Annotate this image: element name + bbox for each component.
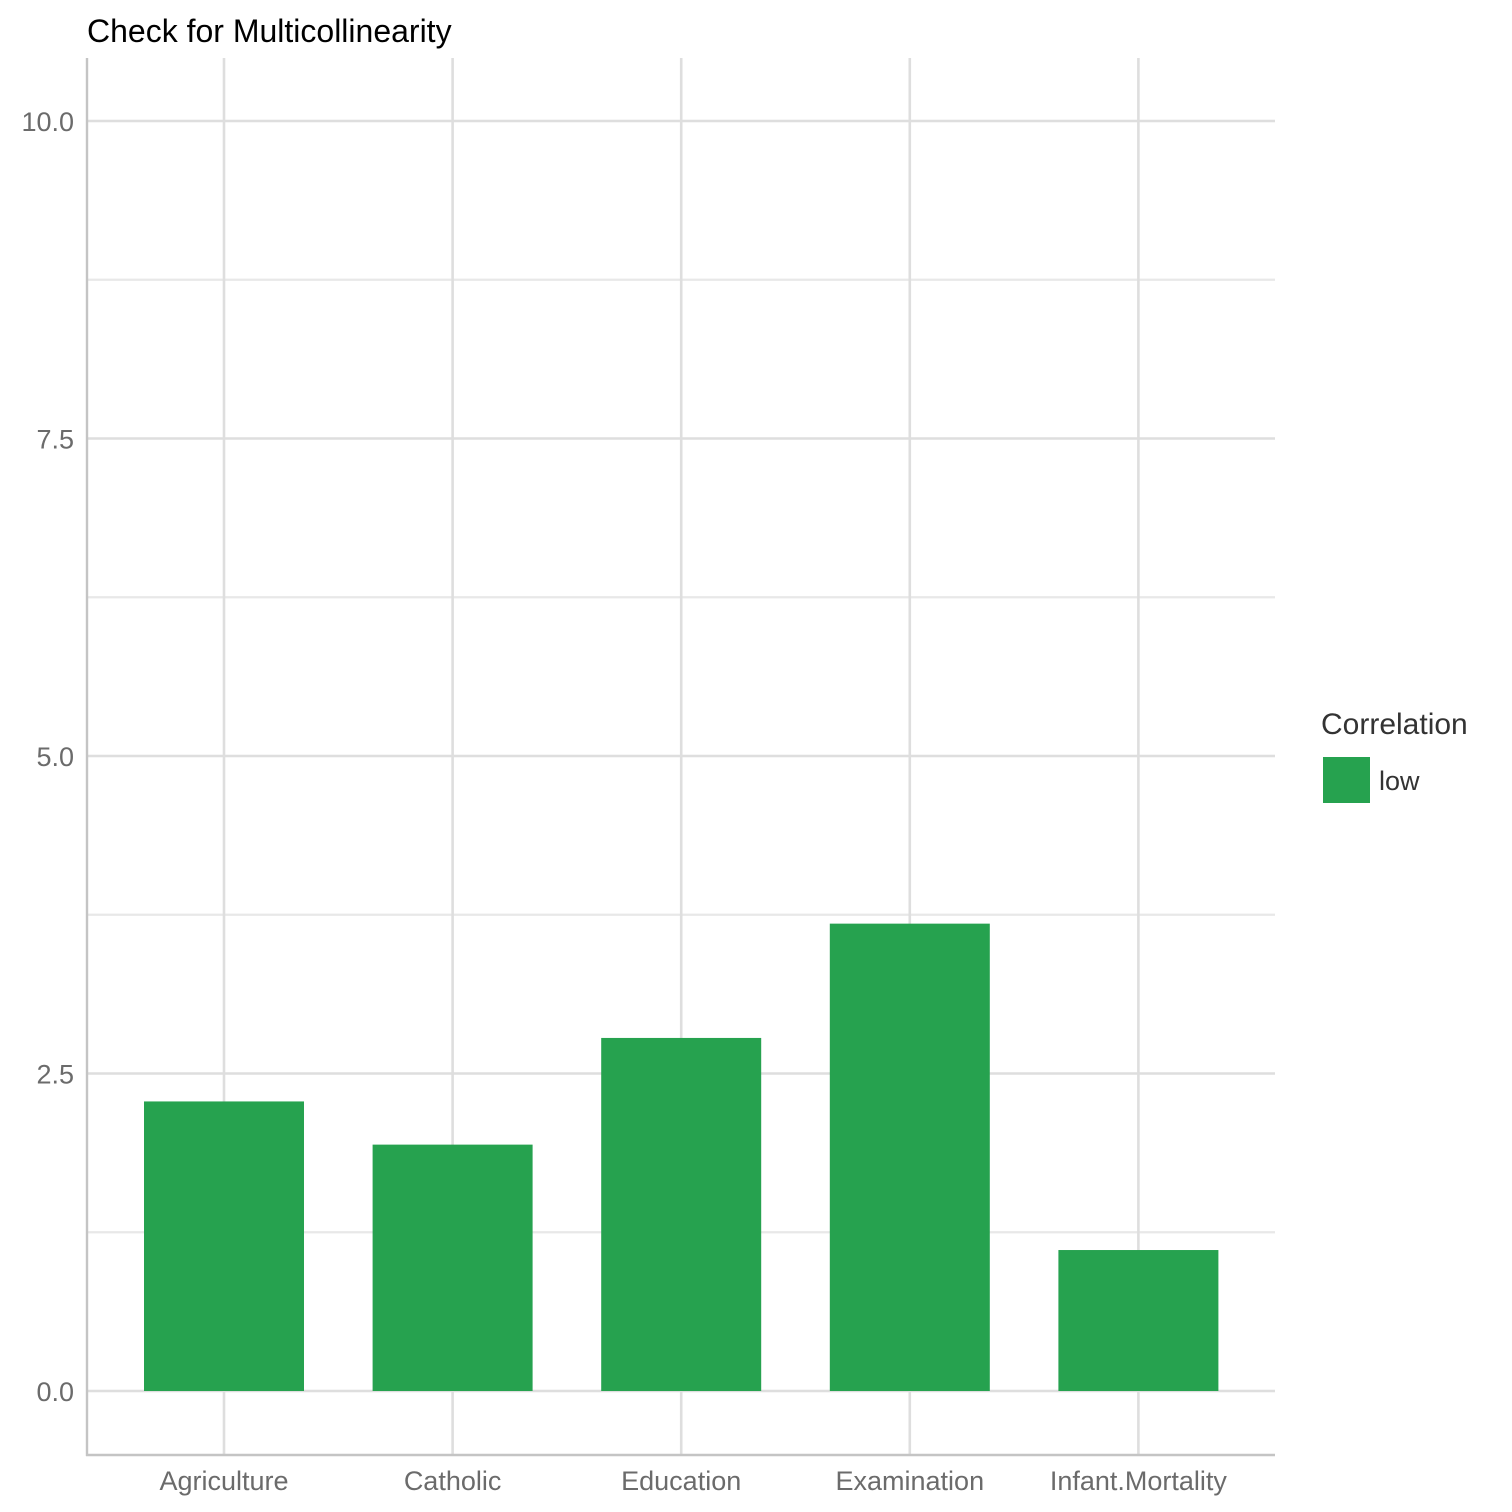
x-tick-label: Examination xyxy=(836,1466,985,1496)
bar-examination xyxy=(829,923,990,1391)
x-tick-label: Education xyxy=(621,1466,741,1496)
legend-title: Correlation xyxy=(1321,708,1468,741)
x-tick-labels: Agriculture Catholic Education Examination I… xyxy=(159,1466,1227,1496)
y-tick-label: 0.0 xyxy=(36,1377,74,1407)
bar-agriculture xyxy=(144,1101,304,1391)
legend-swatch xyxy=(1323,757,1370,803)
chart-title: Check for Multicollinearity xyxy=(87,13,452,49)
legend-label: low xyxy=(1379,766,1420,796)
axes xyxy=(85,58,1275,1457)
bar-catholic xyxy=(372,1144,533,1391)
x-tick-label: Infant.Mortality xyxy=(1050,1466,1228,1496)
y-tick-label: 10.0 xyxy=(21,107,74,137)
y-tick-labels: 0.0 2.5 5.0 7.5 10.0 xyxy=(21,107,74,1407)
y-tick-label: 7.5 xyxy=(36,425,74,455)
bar-infant-mortality xyxy=(1058,1250,1219,1391)
legend-items: low xyxy=(1323,757,1420,803)
legend: Correlation low xyxy=(1321,708,1468,803)
y-tick-label: 2.5 xyxy=(36,1060,74,1090)
bars xyxy=(144,923,1219,1391)
y-tick-label: 5.0 xyxy=(36,742,74,772)
x-tick-label: Catholic xyxy=(404,1466,502,1496)
bar-education xyxy=(601,1037,762,1391)
x-tick-label: Agriculture xyxy=(159,1466,288,1496)
